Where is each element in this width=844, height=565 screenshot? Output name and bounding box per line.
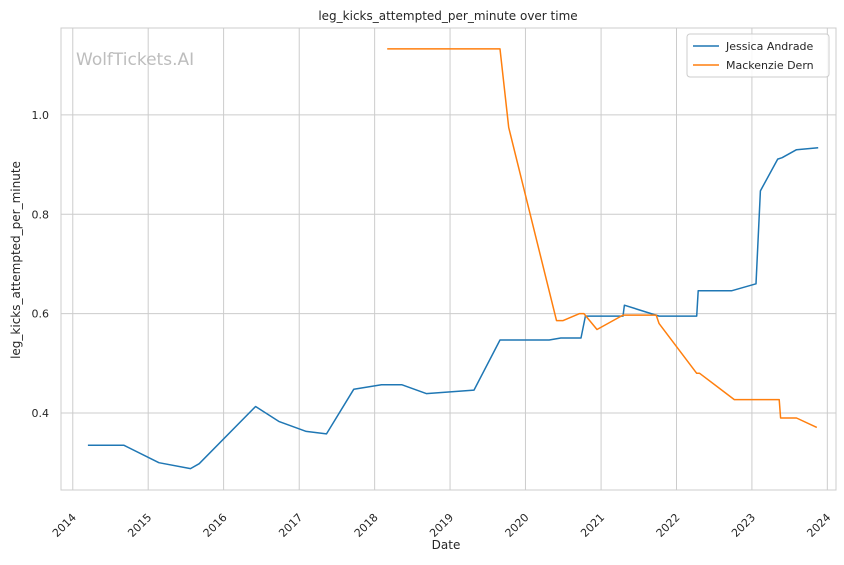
x-gridlines (72, 28, 828, 490)
x-tick-label: 2021 (578, 511, 607, 540)
x-tick-label: 2022 (654, 511, 683, 540)
x-tick-label: 2017 (276, 511, 305, 540)
x-tick-label: 2023 (729, 511, 758, 540)
x-axis-title: Date (432, 538, 461, 552)
watermark: WolfTickets.AI (76, 50, 194, 70)
y-tick-labels: 0.4 0.6 0.8 1.0 (32, 109, 50, 420)
x-tick-labels: 2014 2015 2016 2017 2018 2019 2020 2021 2022 2023… (50, 511, 834, 540)
x-tick-label: 2018 (352, 511, 381, 540)
y-gridlines (61, 114, 836, 414)
x-tick-label: 2024 (804, 511, 833, 540)
x-tick-label: 2016 (201, 511, 230, 540)
legend-box (686, 33, 830, 78)
x-tick-label: 2020 (503, 511, 532, 540)
x-tick-label: 2015 (125, 511, 154, 540)
legend-label: Jessica Andrade (725, 40, 814, 53)
x-tick-label: 2019 (427, 511, 456, 540)
series-line (387, 48, 818, 429)
y-tick-label: 0.8 (32, 208, 50, 221)
y-tick-label: 0.4 (32, 407, 50, 420)
y-tick-label: 1.0 (32, 109, 50, 122)
series-line (87, 146, 819, 470)
series-layer (87, 48, 819, 470)
plot-area (60, 27, 837, 491)
legend: Jessica Andrade Mackenzie Dern (686, 33, 830, 78)
y-tick-label: 0.6 (32, 308, 50, 321)
chart-title: leg_kicks_attempted_per_minute over time (318, 9, 577, 23)
y-axis-title: leg_kicks_attempted_per_minute (9, 161, 23, 359)
legend-label: Mackenzie Dern (726, 59, 814, 72)
x-tick-label: 2014 (50, 511, 79, 540)
